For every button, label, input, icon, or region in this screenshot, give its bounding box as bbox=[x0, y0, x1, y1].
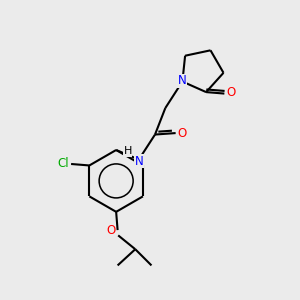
Text: N: N bbox=[135, 154, 144, 167]
Text: H: H bbox=[123, 146, 132, 156]
Text: Cl: Cl bbox=[57, 157, 69, 169]
Text: O: O bbox=[178, 127, 187, 140]
Text: O: O bbox=[226, 86, 236, 100]
Text: N: N bbox=[177, 74, 186, 88]
Text: O: O bbox=[106, 224, 116, 237]
